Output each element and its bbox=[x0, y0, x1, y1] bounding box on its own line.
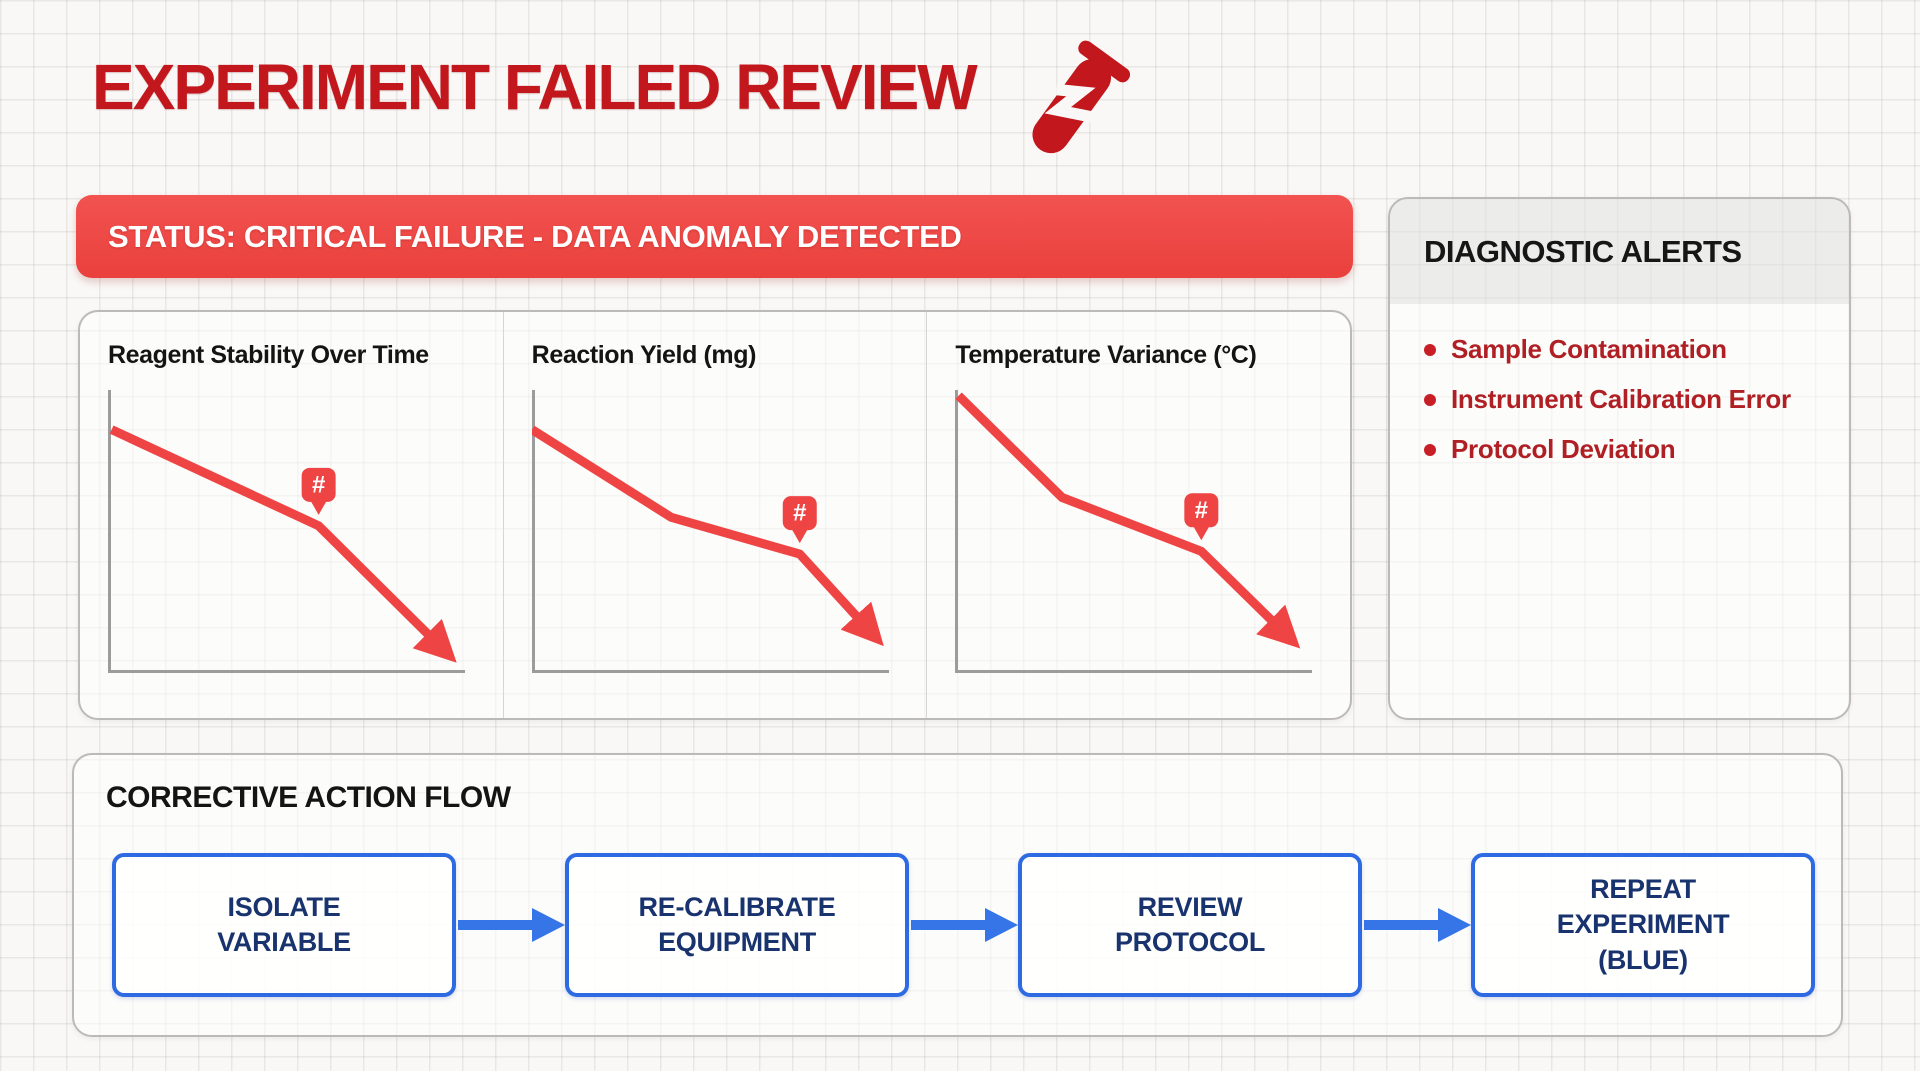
mini-chart-reaction-yield: # bbox=[529, 390, 889, 673]
alert-item: Instrument Calibration Error bbox=[1424, 384, 1829, 415]
flow-step-recalibrate-equipment: RE-CALIBRATE EQUIPMENT bbox=[565, 853, 909, 997]
status-banner-text: STATUS: CRITICAL FAILURE - DATA ANOMALY … bbox=[108, 218, 962, 254]
diagnostic-alerts-title: DIAGNOSTIC ALERTS bbox=[1424, 233, 1742, 269]
diagnostic-alerts-panel: DIAGNOSTIC ALERTS Sample Contamination I… bbox=[1388, 197, 1851, 720]
status-banner: STATUS: CRITICAL FAILURE - DATA ANOMALY … bbox=[76, 195, 1353, 278]
flow-arrow-icon bbox=[911, 908, 1018, 942]
alert-text: Instrument Calibration Error bbox=[1451, 384, 1791, 414]
chart-title: Temperature Variance (°C) bbox=[955, 341, 1257, 369]
chart-title: Reagent Stability Over Time bbox=[108, 341, 429, 369]
page-title: EXPERIMENT FAILED REVIEW bbox=[92, 51, 978, 123]
flow-step-isolate-variable: ISOLATE VARIABLE bbox=[112, 853, 456, 997]
svg-text:#: # bbox=[793, 500, 806, 527]
chart-block-reaction-yield: Reaction Yield (mg) # bbox=[502, 312, 927, 718]
flow-step-label: ISOLATE VARIABLE bbox=[217, 891, 351, 957]
broken-test-tube-icon bbox=[995, 32, 1145, 182]
diagnostic-alerts-list: Sample Contamination Instrument Calibrat… bbox=[1390, 304, 1849, 465]
alert-item: Sample Contamination bbox=[1424, 334, 1829, 365]
corrective-action-flow-panel: CORRECTIVE ACTION FLOW ISOLATE VARIABLE … bbox=[72, 753, 1843, 1037]
alert-item: Protocol Deviation bbox=[1424, 434, 1829, 465]
chart-title: Reaction Yield (mg) bbox=[531, 341, 757, 369]
flow-step-label: REPEAT EXPERIMENT (BLUE) bbox=[1556, 874, 1730, 975]
chart-block-temperature-variance: Temperature Variance (°C) # bbox=[926, 312, 1350, 718]
mini-chart-reagent-stability: # bbox=[108, 390, 465, 673]
flow-step-label: RE-CALIBRATE EQUIPMENT bbox=[638, 891, 836, 957]
mini-chart-temperature-variance: # bbox=[955, 390, 1313, 673]
hash-marker-badge: # bbox=[782, 496, 817, 544]
bullet-icon bbox=[1424, 343, 1436, 356]
charts-panel: Reagent Stability Over Time # Reaction Y… bbox=[78, 310, 1352, 720]
hash-marker-badge: # bbox=[1184, 493, 1219, 541]
bullet-icon bbox=[1424, 393, 1436, 406]
flow-step-repeat-experiment: REPEAT EXPERIMENT (BLUE) bbox=[1471, 853, 1815, 997]
flow-arrow-icon bbox=[458, 908, 565, 942]
bullet-icon bbox=[1424, 443, 1436, 456]
svg-text:#: # bbox=[1195, 497, 1208, 524]
corrective-action-flow-title: CORRECTIVE ACTION FLOW bbox=[106, 781, 511, 814]
svg-text:#: # bbox=[312, 471, 325, 498]
flow-row: ISOLATE VARIABLE RE-CALIBRATE EQUIPMENT … bbox=[112, 853, 1841, 997]
flow-step-review-protocol: REVIEW PROTOCOL bbox=[1018, 853, 1362, 997]
hash-marker-badge: # bbox=[301, 467, 336, 515]
alert-text: Sample Contamination bbox=[1451, 334, 1727, 364]
chart-block-reagent-stability: Reagent Stability Over Time # bbox=[80, 312, 503, 718]
flow-arrow-icon bbox=[1364, 908, 1471, 942]
flow-step-label: REVIEW PROTOCOL bbox=[1114, 891, 1266, 957]
alert-text: Protocol Deviation bbox=[1451, 434, 1676, 464]
diagnostic-alerts-header: DIAGNOSTIC ALERTS bbox=[1390, 199, 1849, 304]
